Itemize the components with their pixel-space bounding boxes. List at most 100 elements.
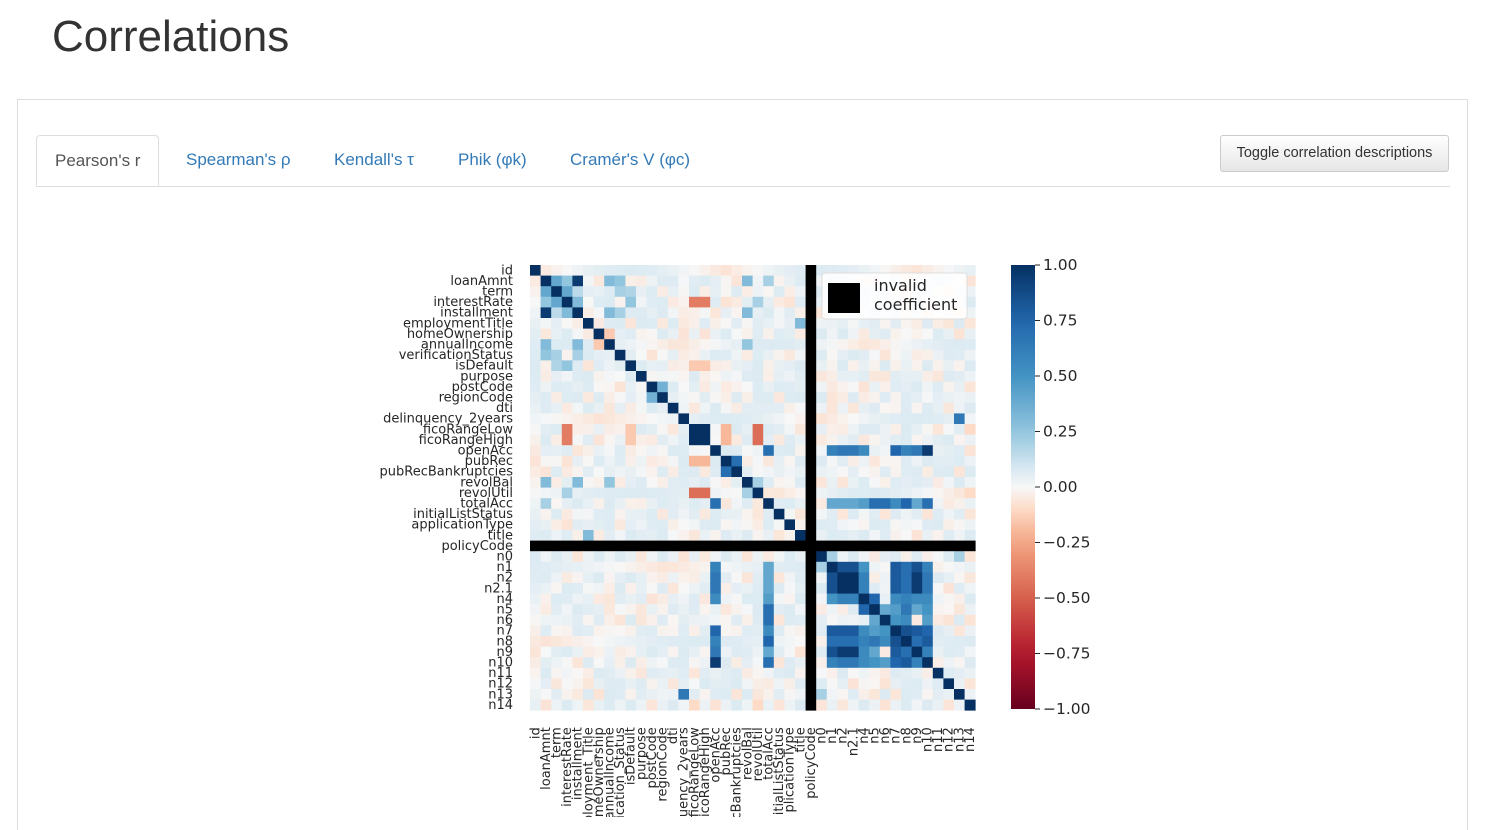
heatmap-cell bbox=[901, 381, 912, 393]
heatmap-cell bbox=[625, 646, 637, 658]
page-title: Correlations bbox=[52, 12, 290, 61]
heatmap-cell bbox=[561, 434, 573, 446]
heatmap-cell bbox=[784, 646, 796, 658]
heatmap-cell bbox=[710, 625, 722, 637]
heatmap-cell bbox=[964, 318, 976, 329]
heatmap-cell bbox=[625, 540, 637, 552]
heatmap-cell bbox=[943, 328, 955, 340]
heatmap-cell bbox=[540, 296, 552, 308]
heatmap-cell bbox=[879, 371, 891, 382]
tab-cramers-v[interactable]: Cramér's V (φc) bbox=[570, 150, 691, 169]
heatmap-cell bbox=[784, 498, 796, 510]
heatmap-cell bbox=[667, 477, 679, 488]
heatmap-cell bbox=[540, 392, 552, 404]
heatmap-cell bbox=[657, 381, 669, 393]
heatmap-cell bbox=[826, 487, 838, 499]
tab-phik[interactable]: Phik (φk) bbox=[458, 150, 527, 169]
heatmap-cell bbox=[911, 487, 923, 499]
heatmap-cell bbox=[646, 667, 658, 679]
heatmap-cell bbox=[795, 593, 806, 605]
heatmap-cell bbox=[826, 498, 838, 510]
heatmap-cell bbox=[657, 551, 669, 563]
heatmap-cell bbox=[604, 265, 616, 276]
heatmap-cell bbox=[964, 371, 976, 382]
x-tick-label: loanAmnt bbox=[539, 727, 554, 790]
heatmap-cell bbox=[848, 561, 859, 573]
heatmap-cell bbox=[805, 360, 817, 372]
heatmap-cell bbox=[689, 445, 700, 457]
heatmap-cell bbox=[646, 286, 658, 298]
tab-spearman[interactable]: Spearman's ρ bbox=[186, 150, 291, 169]
heatmap-cell bbox=[943, 604, 955, 616]
heatmap-cell bbox=[943, 593, 955, 605]
x-tick-label: n0 bbox=[815, 727, 830, 744]
heatmap-cell bbox=[742, 392, 753, 404]
y-tick-label: ficoRangeHigh bbox=[419, 433, 513, 448]
heatmap-cell bbox=[742, 402, 753, 414]
heatmap-cell bbox=[922, 498, 934, 510]
heatmap-cell bbox=[795, 360, 806, 372]
heatmap-cell bbox=[551, 424, 563, 435]
heatmap-cell bbox=[657, 699, 669, 711]
heatmap-cell bbox=[667, 646, 679, 658]
heatmap-cell bbox=[678, 434, 690, 446]
heatmap-cell bbox=[625, 466, 637, 478]
heatmap-cell bbox=[890, 699, 902, 711]
heatmap-cell bbox=[667, 265, 679, 276]
heatmap-cell bbox=[646, 646, 658, 658]
heatmap-cell bbox=[720, 455, 732, 467]
heatmap-cell bbox=[879, 339, 891, 351]
heatmap-cell bbox=[614, 604, 626, 616]
heatmap-cell bbox=[646, 477, 658, 488]
heatmap-cell bbox=[943, 477, 955, 488]
heatmap-cell bbox=[572, 275, 584, 287]
heatmap-cell bbox=[784, 625, 796, 637]
tab-pearson[interactable]: Pearson's r bbox=[36, 135, 160, 186]
heatmap-cell bbox=[858, 434, 870, 446]
heatmap-cell bbox=[657, 561, 669, 573]
heatmap-cell bbox=[826, 561, 838, 573]
heatmap-cell bbox=[805, 636, 817, 647]
heatmap-cell bbox=[540, 667, 552, 679]
heatmap-cell bbox=[720, 392, 732, 404]
heatmap-cell bbox=[742, 583, 753, 594]
heatmap-cell bbox=[646, 614, 658, 626]
heatmap-cell bbox=[943, 508, 955, 520]
heatmap-cell bbox=[561, 381, 573, 393]
heatmap-cell bbox=[816, 392, 828, 404]
heatmap-cell bbox=[954, 519, 965, 531]
heatmap-cell bbox=[964, 424, 976, 435]
heatmap-cell bbox=[678, 699, 690, 711]
heatmap-cell bbox=[858, 604, 870, 616]
toggle-descriptions-button[interactable]: Toggle correlation descriptions bbox=[1220, 135, 1449, 172]
heatmap-cell bbox=[540, 646, 552, 658]
heatmap-cell bbox=[858, 689, 870, 700]
heatmap-cell bbox=[816, 265, 828, 276]
x-tick-label: fication_Status bbox=[613, 727, 628, 817]
heatmap-cell bbox=[890, 498, 902, 510]
heatmap-cell bbox=[816, 466, 828, 478]
heatmap-cell bbox=[561, 678, 573, 690]
heatmap-cell bbox=[731, 455, 743, 467]
heatmap-cell bbox=[530, 275, 541, 287]
heatmap-cell bbox=[646, 636, 658, 647]
heatmap-cell bbox=[731, 445, 743, 457]
heatmap-cell bbox=[890, 593, 902, 605]
heatmap-cell bbox=[657, 286, 669, 298]
heatmap-cell bbox=[530, 508, 541, 520]
heatmap-cell bbox=[720, 328, 732, 340]
heatmap-cell bbox=[816, 477, 828, 488]
tab-kendall[interactable]: Kendall's τ bbox=[334, 150, 414, 169]
heatmap-cell bbox=[816, 508, 828, 520]
heatmap-cell bbox=[763, 296, 775, 308]
heatmap-cell bbox=[583, 466, 594, 478]
heatmap-cell bbox=[911, 328, 923, 340]
heatmap-cell bbox=[572, 572, 584, 584]
heatmap-cell bbox=[551, 572, 563, 584]
heatmap-cell bbox=[879, 466, 891, 478]
heatmap-cell bbox=[731, 667, 743, 679]
heatmap-cell bbox=[636, 434, 647, 446]
heatmap-cell bbox=[848, 265, 859, 276]
heatmap-cell bbox=[583, 360, 594, 372]
